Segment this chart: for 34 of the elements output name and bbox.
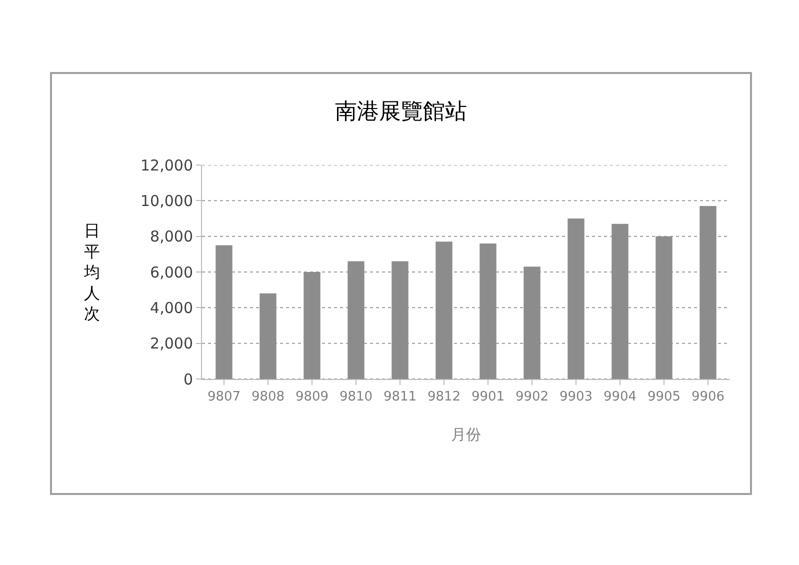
bar (612, 224, 628, 379)
bar (436, 242, 452, 379)
x-tick-label: 9810 (339, 390, 373, 405)
bar (568, 218, 584, 379)
chart-title: 南港展覽館站 (335, 100, 467, 125)
y-tick-label: 6,000 (150, 263, 193, 282)
y-tick-label: 10,000 (140, 192, 193, 210)
x-tick-label: 9807 (207, 390, 241, 405)
y-axis-title: 日平均人次 (83, 221, 100, 324)
bar (700, 206, 716, 379)
bar (260, 293, 276, 379)
x-tick-label: 9808 (251, 390, 285, 405)
bar (348, 261, 364, 379)
bar (216, 245, 232, 379)
bar (304, 272, 320, 379)
x-tick-label: 9811 (383, 390, 417, 405)
x-tick-label: 9902 (515, 390, 549, 405)
bar (656, 236, 672, 379)
x-tick-label: 9812 (427, 390, 461, 405)
x-tick-label: 9904 (603, 390, 637, 405)
x-tick-label: 9903 (559, 390, 593, 405)
y-tick-label: 8,000 (150, 228, 193, 246)
x-tick-label: 9809 (295, 390, 329, 405)
y-tick-label: 12,000 (140, 156, 193, 174)
x-tick-label: 9901 (471, 390, 505, 405)
y-tick-label: 4,000 (150, 298, 193, 317)
x-tick-label: 9906 (691, 390, 725, 405)
x-tick-label: 9905 (647, 390, 681, 405)
bar (480, 243, 496, 379)
y-tick-label: 0 (183, 370, 193, 388)
x-axis-title: 月份 (451, 426, 481, 444)
bar (392, 261, 408, 379)
bar (524, 266, 540, 379)
y-tick-label: 2,000 (150, 334, 193, 353)
